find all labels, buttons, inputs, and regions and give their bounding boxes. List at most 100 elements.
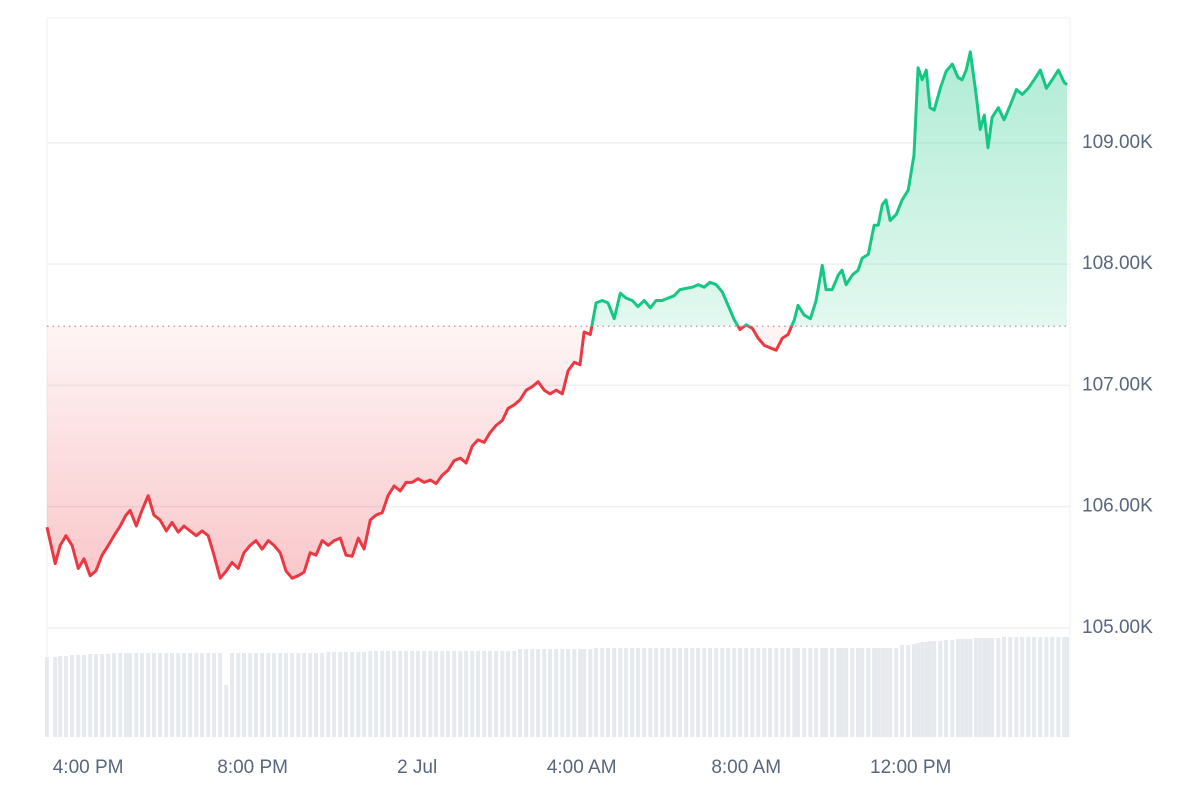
- volume-bar: [530, 649, 535, 737]
- volume-bar: [164, 653, 169, 737]
- volume-bar: [308, 653, 313, 737]
- volume-bar: [536, 649, 541, 737]
- volume-bar: [820, 648, 825, 737]
- volume-bar: [260, 653, 265, 737]
- price-line-down: [45, 326, 794, 580]
- volume-bar: [594, 648, 599, 737]
- volume-bar: [726, 648, 731, 737]
- volume-bar: [578, 649, 583, 737]
- volume-bar: [978, 638, 983, 737]
- volume-bar: [368, 651, 373, 737]
- volume-bar: [968, 639, 973, 737]
- volume-bar: [830, 648, 835, 737]
- volume-bar: [672, 648, 677, 737]
- volume-bar: [823, 648, 828, 737]
- volume-bar: [410, 651, 415, 737]
- volume-bar: [350, 652, 355, 737]
- x-tick-label: 4:00 AM: [547, 757, 617, 778]
- volume-bar: [1032, 637, 1037, 737]
- volume-bar: [880, 648, 885, 737]
- volume-bar: [666, 648, 671, 737]
- volume-bar: [750, 648, 755, 737]
- volume-bar: [313, 653, 318, 737]
- volume-bar: [720, 648, 725, 737]
- volume-bar: [118, 653, 123, 737]
- volume-bar: [888, 648, 893, 737]
- volume-bar: [53, 657, 58, 737]
- volume-bar: [253, 653, 258, 737]
- volume-bar: [112, 653, 117, 737]
- area-up: [47, 51, 1067, 327]
- volume-bar: [224, 685, 229, 737]
- volume-bar: [920, 642, 925, 737]
- volume-bar: [302, 653, 307, 737]
- y-tick-label: 109.00K: [1082, 132, 1153, 153]
- volume-bar: [884, 648, 889, 737]
- volume-bar: [660, 648, 665, 737]
- volume-bar: [866, 648, 871, 737]
- volume-bar: [278, 653, 283, 737]
- volume-bar: [151, 653, 156, 737]
- volume-bar: [654, 648, 659, 737]
- volume-bar: [1062, 637, 1067, 737]
- volume-bar: [248, 653, 253, 737]
- volume-bar: [506, 651, 511, 737]
- volume-bar: [272, 653, 277, 737]
- volume-bar: [582, 649, 587, 737]
- x-tick-label: 4:00 PM: [53, 757, 124, 778]
- volume-bar: [398, 651, 403, 737]
- volume-bar: [266, 653, 271, 737]
- volume-bar: [786, 648, 791, 737]
- volume-bar: [928, 641, 933, 737]
- volume-bar: [894, 648, 899, 737]
- volume-bar: [170, 653, 175, 737]
- volume-bar: [566, 649, 571, 737]
- volume-bar: [500, 651, 505, 737]
- volume-bar: [677, 648, 682, 737]
- volume-bar: [708, 648, 712, 737]
- volume-bar: [158, 653, 163, 737]
- volume-bar: [774, 648, 779, 737]
- volume-bar: [974, 638, 979, 737]
- y-tick-label: 106.00K: [1082, 496, 1153, 517]
- volume-bar: [332, 652, 337, 737]
- volume-bar: [642, 648, 647, 737]
- x-tick-label: 12:00 PM: [870, 757, 951, 778]
- volume-bar: [128, 653, 133, 737]
- volume-bar: [487, 651, 492, 737]
- volume-bar: [176, 653, 181, 737]
- volume-bar: [542, 649, 547, 737]
- volume-bar: [374, 651, 379, 737]
- volume-bar: [470, 651, 475, 737]
- volume-bar: [326, 652, 331, 737]
- volume-bar: [548, 649, 553, 737]
- volume-bar: [76, 655, 81, 737]
- volume-bar: [45, 657, 49, 737]
- volume-bar: [938, 641, 943, 737]
- volume-bar: [836, 648, 841, 737]
- volume-bar: [916, 643, 921, 737]
- volume-bar: [146, 653, 151, 737]
- x-tick-label: 8:00 AM: [711, 757, 781, 778]
- volume-bar: [452, 651, 457, 737]
- volume-bar: [792, 648, 797, 737]
- volume-bar: [206, 653, 211, 737]
- volume-bar: [560, 649, 565, 737]
- volume-bar: [1065, 637, 1069, 737]
- volume-bar: [732, 648, 737, 737]
- volume-bar: [900, 645, 905, 737]
- volume-bar: [218, 653, 223, 737]
- volume-bar: [1020, 637, 1025, 737]
- volume-bar: [82, 655, 87, 737]
- volume-bar: [106, 654, 111, 737]
- volume-bar: [524, 649, 529, 737]
- volume-bar: [780, 648, 785, 737]
- volume-bar: [588, 649, 593, 737]
- volume-bar: [385, 651, 390, 737]
- volume-bar: [996, 638, 1001, 737]
- volume-bar: [630, 648, 635, 737]
- volume-bar: [850, 648, 855, 737]
- volume-bar: [440, 651, 445, 737]
